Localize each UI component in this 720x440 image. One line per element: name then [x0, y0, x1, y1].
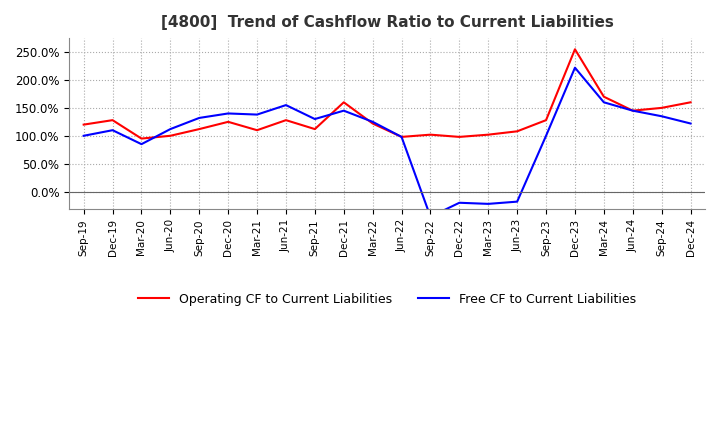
Operating CF to Current Liabilities [253, 128, 261, 133]
Operating CF to Current Liabilities [484, 132, 492, 137]
Operating CF to Current Liabilities [426, 132, 435, 137]
Free CF to Current Liabilities [513, 199, 521, 204]
Free CF to Current Liabilities [253, 112, 261, 117]
Title: [4800]  Trend of Cashflow Ratio to Current Liabilities: [4800] Trend of Cashflow Ratio to Curren… [161, 15, 613, 30]
Free CF to Current Liabilities [686, 121, 695, 126]
Free CF to Current Liabilities [397, 134, 406, 139]
Free CF to Current Liabilities [339, 108, 348, 114]
Free CF to Current Liabilities [541, 133, 550, 139]
Line: Operating CF to Current Liabilities: Operating CF to Current Liabilities [84, 49, 690, 139]
Free CF to Current Liabilities [571, 65, 580, 70]
Operating CF to Current Liabilities [282, 117, 290, 123]
Operating CF to Current Liabilities [108, 117, 117, 123]
Operating CF to Current Liabilities [657, 105, 666, 110]
Free CF to Current Liabilities [195, 115, 204, 121]
Free CF to Current Liabilities [369, 119, 377, 125]
Free CF to Current Liabilities [224, 111, 233, 116]
Operating CF to Current Liabilities [629, 108, 637, 114]
Operating CF to Current Liabilities [686, 99, 695, 105]
Operating CF to Current Liabilities [571, 47, 580, 52]
Operating CF to Current Liabilities [541, 117, 550, 123]
Operating CF to Current Liabilities [600, 94, 608, 99]
Free CF to Current Liabilities [166, 126, 175, 132]
Free CF to Current Liabilities [282, 103, 290, 108]
Operating CF to Current Liabilities [369, 121, 377, 126]
Free CF to Current Liabilities [455, 200, 464, 205]
Operating CF to Current Liabilities [397, 134, 406, 139]
Operating CF to Current Liabilities [137, 136, 145, 141]
Free CF to Current Liabilities [484, 201, 492, 206]
Operating CF to Current Liabilities [310, 126, 319, 132]
Operating CF to Current Liabilities [339, 99, 348, 105]
Operating CF to Current Liabilities [455, 134, 464, 139]
Operating CF to Current Liabilities [224, 119, 233, 125]
Free CF to Current Liabilities [600, 99, 608, 105]
Free CF to Current Liabilities [108, 128, 117, 133]
Operating CF to Current Liabilities [195, 126, 204, 132]
Operating CF to Current Liabilities [166, 133, 175, 139]
Line: Free CF to Current Liabilities: Free CF to Current Liabilities [84, 68, 690, 217]
Free CF to Current Liabilities [79, 133, 88, 139]
Free CF to Current Liabilities [137, 142, 145, 147]
Free CF to Current Liabilities [657, 114, 666, 119]
Free CF to Current Liabilities [426, 214, 435, 220]
Operating CF to Current Liabilities [513, 128, 521, 134]
Legend: Operating CF to Current Liabilities, Free CF to Current Liabilities: Operating CF to Current Liabilities, Fre… [133, 288, 641, 311]
Free CF to Current Liabilities [629, 108, 637, 114]
Operating CF to Current Liabilities [79, 122, 88, 127]
Free CF to Current Liabilities [310, 117, 319, 122]
